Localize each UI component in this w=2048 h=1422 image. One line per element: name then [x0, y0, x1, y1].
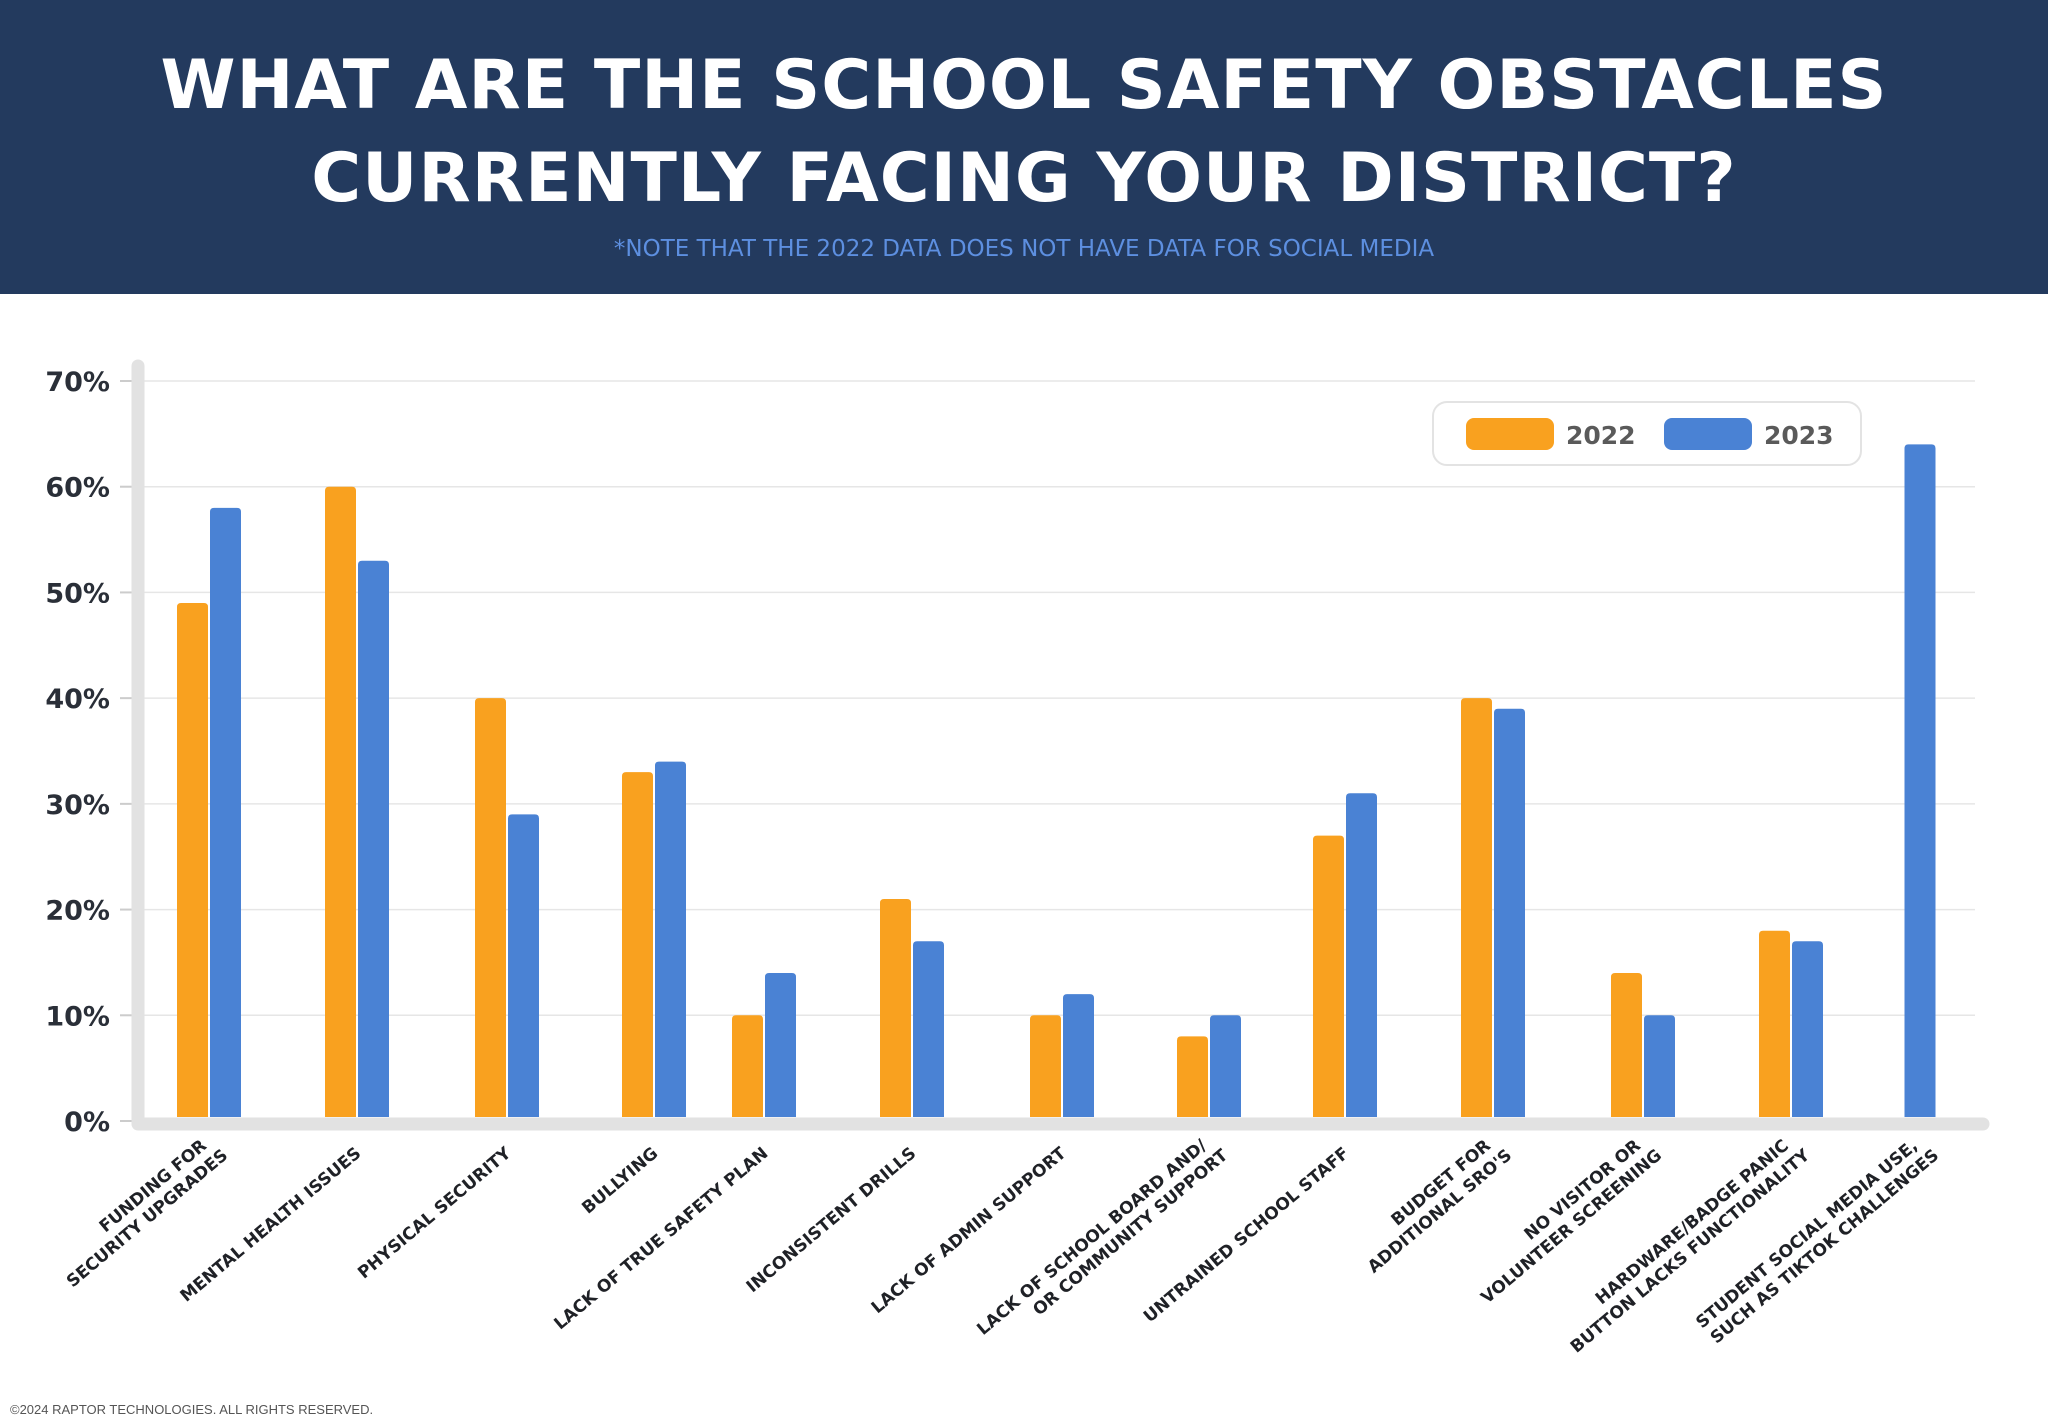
bar-2022-4 — [732, 1015, 763, 1117]
bar-2022-5 — [880, 899, 911, 1117]
bar-2023-6 — [1063, 994, 1094, 1117]
bar-2022-3 — [622, 772, 653, 1117]
bar-2022-1 — [325, 486, 356, 1117]
bar-2023-7 — [1210, 1015, 1241, 1117]
bar-2022-8 — [1313, 835, 1344, 1117]
bar-2023-4 — [765, 973, 796, 1117]
bar-2023-1 — [358, 560, 389, 1117]
bar-2023-3 — [655, 761, 686, 1117]
bar-2023-2 — [508, 814, 539, 1117]
legend-swatch-2023 — [1664, 418, 1752, 450]
y-tick-label: 50% — [45, 578, 110, 609]
x-tick-label: BUDGET FORADDITIONAL SRO'S — [1351, 1129, 1516, 1277]
x-tick-label: LACK OF SCHOOL BOARD AND/OR COMMUNITY SU… — [973, 1129, 1232, 1355]
x-tick-label: INCONSISTENT DRILLS — [743, 1144, 920, 1297]
y-tick-label: 0% — [64, 1107, 110, 1138]
x-tick-label: STUDENT SOCIAL MEDIA USE,SUCH AS TIKTOK … — [1692, 1129, 1943, 1349]
bar-2022-7 — [1177, 1036, 1208, 1117]
bar-2023-8 — [1346, 793, 1377, 1117]
x-tick-label-line: LACK OF SCHOOL BOARD AND/ — [973, 1135, 1211, 1339]
bar-2022-2 — [475, 698, 506, 1117]
legend-label-2022: 2022 — [1566, 421, 1636, 450]
bar-2023-9 — [1494, 708, 1525, 1117]
y-tick-label: 60% — [45, 473, 110, 504]
bar-2023-10 — [1644, 1015, 1675, 1117]
x-tick-label-line: LACK OF TRUE SAFETY PLAN — [550, 1144, 772, 1335]
x-tick-label-line: INCONSISTENT DRILLS — [743, 1144, 920, 1297]
bar-2022-0 — [177, 603, 208, 1117]
legend-swatch-2022 — [1466, 418, 1554, 450]
header-banner: WHAT ARE THE SCHOOL SAFETY OBSTACLES CUR… — [0, 0, 2048, 294]
x-tick-label: PHYSICAL SECURITY — [354, 1143, 516, 1283]
chart-title-line1: WHAT ARE THE SCHOOL SAFETY OBSTACLES — [160, 46, 1888, 125]
x-tick-label-line: BULLYING — [578, 1144, 662, 1219]
y-tick-label: 10% — [45, 1001, 110, 1032]
x-tick-label-line: PHYSICAL SECURITY — [354, 1143, 516, 1283]
bar-2023-11 — [1792, 941, 1823, 1117]
x-tick-label-line: ADDITIONAL SRO'S — [1364, 1146, 1516, 1278]
y-tick-label: 70% — [45, 367, 110, 398]
x-tick-label: BULLYING — [578, 1144, 662, 1219]
x-tick-label: HARDWARE/BADGE PANICBUTTON LACKS FUNCTIO… — [1553, 1129, 1814, 1357]
bar-2022-9 — [1461, 698, 1492, 1117]
bar-2023-5 — [913, 941, 944, 1117]
y-tick-label: 20% — [45, 896, 110, 927]
legend-label-2023: 2023 — [1764, 421, 1834, 450]
chart-title-line2: CURRENTLY FACING YOUR DISTRICT? — [311, 139, 1737, 218]
bar-2023-12 — [1904, 444, 1936, 1117]
y-tick-label: 30% — [45, 790, 110, 821]
bar-2022-6 — [1030, 1015, 1061, 1117]
bar-2022-10 — [1611, 973, 1642, 1117]
x-tick-label-line: OR COMMUNITY SUPPORT — [1029, 1145, 1232, 1320]
bar-2023-0 — [210, 507, 241, 1117]
bar-2022-11 — [1759, 930, 1790, 1117]
x-tick-label: LACK OF TRUE SAFETY PLAN — [550, 1144, 772, 1335]
y-tick-label: 40% — [45, 684, 110, 715]
chart-note: *NOTE THAT THE 2022 DATA DOES NOT HAVE D… — [613, 236, 1435, 262]
copyright-footer: ©2024 RAPTOR TECHNOLOGIES. ALL RIGHTS RE… — [10, 1402, 374, 1417]
